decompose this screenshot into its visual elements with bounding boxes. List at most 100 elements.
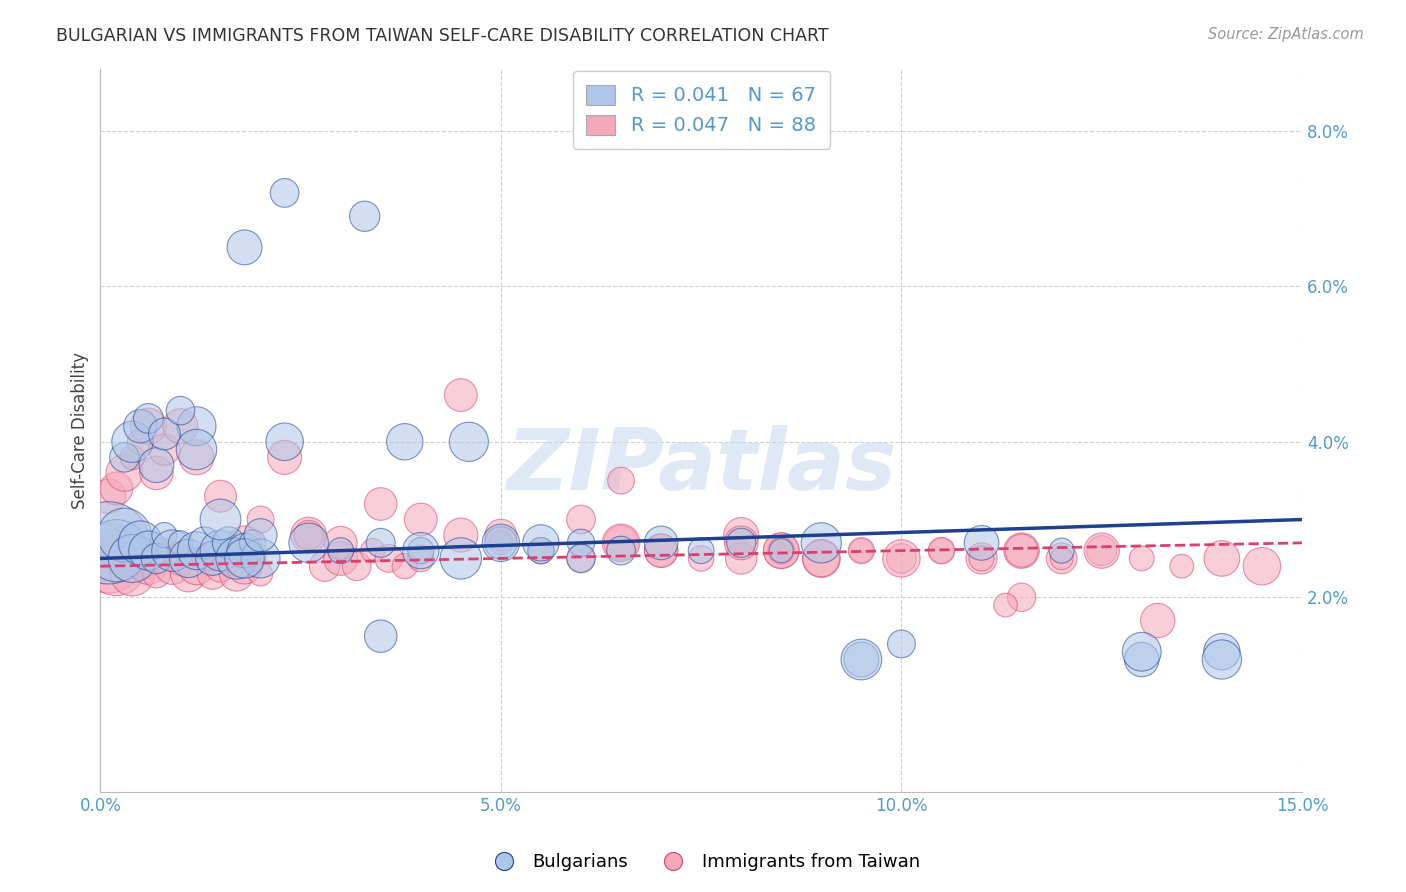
- Point: [569, 512, 592, 526]
- Point: [970, 551, 993, 566]
- Point: [1050, 551, 1073, 566]
- Point: [218, 536, 240, 550]
- Point: [346, 559, 368, 574]
- Point: [370, 536, 392, 550]
- Point: [810, 551, 832, 566]
- Point: [193, 551, 215, 566]
- Point: [610, 543, 633, 558]
- Point: [129, 434, 152, 449]
- Point: [489, 528, 512, 542]
- Point: [186, 442, 208, 457]
- Point: [209, 512, 232, 526]
- Point: [177, 566, 200, 581]
- Point: [233, 559, 256, 574]
- Point: [569, 536, 592, 550]
- Point: [97, 489, 120, 503]
- Point: [314, 559, 336, 574]
- Point: [994, 598, 1017, 612]
- Point: [329, 551, 352, 566]
- Point: [1130, 645, 1153, 659]
- Point: [249, 528, 271, 542]
- Point: [1050, 543, 1073, 558]
- Point: [1011, 543, 1033, 558]
- Point: [770, 543, 793, 558]
- Point: [186, 450, 208, 465]
- Point: [209, 559, 232, 574]
- Point: [153, 543, 176, 558]
- Point: [97, 551, 120, 566]
- Point: [530, 543, 553, 558]
- Point: [233, 543, 256, 558]
- Point: [129, 536, 152, 550]
- Point: [1130, 652, 1153, 666]
- Point: [890, 637, 912, 651]
- Point: [1211, 551, 1233, 566]
- Point: [186, 543, 208, 558]
- Point: [970, 536, 993, 550]
- Point: [186, 419, 208, 434]
- Point: [233, 240, 256, 254]
- Point: [145, 551, 167, 566]
- Point: [690, 551, 713, 566]
- Point: [851, 543, 873, 558]
- Point: [851, 652, 873, 666]
- Point: [225, 566, 247, 581]
- Point: [138, 543, 160, 558]
- Point: [242, 536, 264, 550]
- Point: [1130, 551, 1153, 566]
- Text: BULGARIAN VS IMMIGRANTS FROM TAIWAN SELF-CARE DISABILITY CORRELATION CHART: BULGARIAN VS IMMIGRANTS FROM TAIWAN SELF…: [56, 27, 830, 45]
- Point: [931, 543, 953, 558]
- Point: [394, 559, 416, 574]
- Point: [370, 629, 392, 643]
- Point: [1211, 652, 1233, 666]
- Point: [1171, 559, 1194, 574]
- Point: [650, 543, 672, 558]
- Point: [201, 566, 224, 581]
- Point: [225, 551, 247, 566]
- Point: [112, 450, 135, 465]
- Point: [394, 434, 416, 449]
- Point: [138, 419, 160, 434]
- Point: [377, 551, 399, 566]
- Point: [153, 528, 176, 542]
- Point: [138, 559, 160, 574]
- Point: [730, 551, 752, 566]
- Point: [530, 543, 553, 558]
- Point: [129, 551, 152, 566]
- Text: Source: ZipAtlas.com: Source: ZipAtlas.com: [1208, 27, 1364, 42]
- Point: [249, 566, 271, 581]
- Point: [890, 551, 912, 566]
- Point: [162, 543, 184, 558]
- Point: [169, 403, 191, 417]
- Point: [273, 434, 295, 449]
- Point: [121, 566, 143, 581]
- Point: [121, 450, 143, 465]
- Point: [730, 528, 752, 542]
- Point: [730, 536, 752, 550]
- Point: [121, 551, 143, 566]
- Point: [112, 543, 135, 558]
- Point: [329, 543, 352, 558]
- Point: [610, 536, 633, 550]
- Point: [209, 543, 232, 558]
- Point: [370, 497, 392, 511]
- Point: [162, 559, 184, 574]
- Point: [169, 419, 191, 434]
- Point: [1011, 543, 1033, 558]
- Point: [851, 652, 873, 666]
- Point: [177, 551, 200, 566]
- Point: [242, 551, 264, 566]
- Point: [409, 551, 432, 566]
- Point: [153, 427, 176, 442]
- Point: [273, 450, 295, 465]
- Point: [218, 551, 240, 566]
- Point: [530, 536, 553, 550]
- Point: [105, 543, 128, 558]
- Point: [970, 551, 993, 566]
- Point: [112, 466, 135, 480]
- Point: [138, 411, 160, 425]
- Point: [650, 543, 672, 558]
- Point: [145, 458, 167, 472]
- Point: [298, 536, 321, 550]
- Point: [145, 566, 167, 581]
